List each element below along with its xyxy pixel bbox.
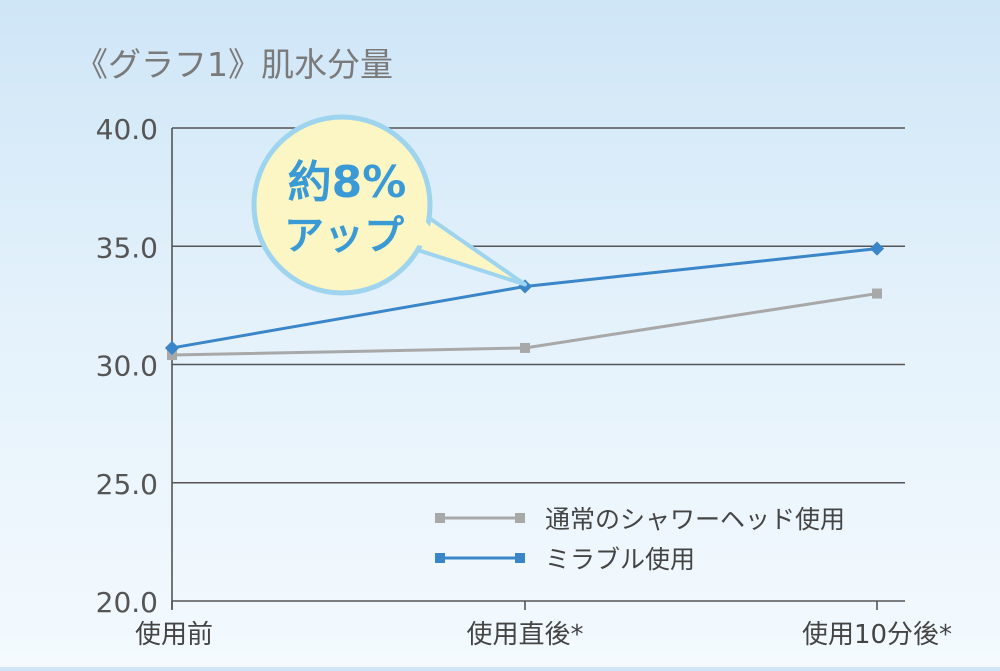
- x-tick-label: 使用前: [135, 620, 213, 650]
- data-point: [167, 350, 177, 361]
- y-tick-label: 40.0: [96, 113, 158, 146]
- chart-title: 《グラフ1》肌水分量: [75, 45, 393, 84]
- callout-line-2: アップ: [284, 213, 404, 259]
- legend-label: ミラブル使用: [545, 545, 695, 574]
- x-tick-label: 使用10分後*: [802, 620, 952, 650]
- legend-marker: [515, 513, 525, 523]
- data-point: [164, 340, 180, 356]
- callout-seam: [400, 215, 452, 253]
- y-tick-label: 25.0: [96, 468, 158, 501]
- callout-line-1: 約8%: [288, 157, 407, 208]
- annotation-callout: 約8% アップ: [251, 114, 527, 296]
- y-tick-label: 35.0: [96, 231, 158, 264]
- legend-marker: [435, 553, 445, 563]
- legend-marker: [435, 513, 445, 523]
- y-tick-label: 20.0: [96, 586, 158, 619]
- data-point: [872, 288, 882, 299]
- legend-label: 通常のシャワーヘッド使用: [545, 505, 845, 534]
- x-tick-label: 使用直後*: [466, 620, 583, 650]
- data-point: [520, 342, 530, 353]
- x-tick-labels: 使用前 使用直後* 使用10分後*: [135, 620, 952, 650]
- data-point: [869, 241, 885, 256]
- axes: [171, 128, 878, 610]
- legend-marker: [515, 553, 525, 563]
- callout-bubble: [251, 114, 433, 296]
- y-tick-label: 30.0: [96, 350, 158, 383]
- y-tick-labels: 40.0 35.0 30.0 25.0 20.0: [96, 113, 158, 619]
